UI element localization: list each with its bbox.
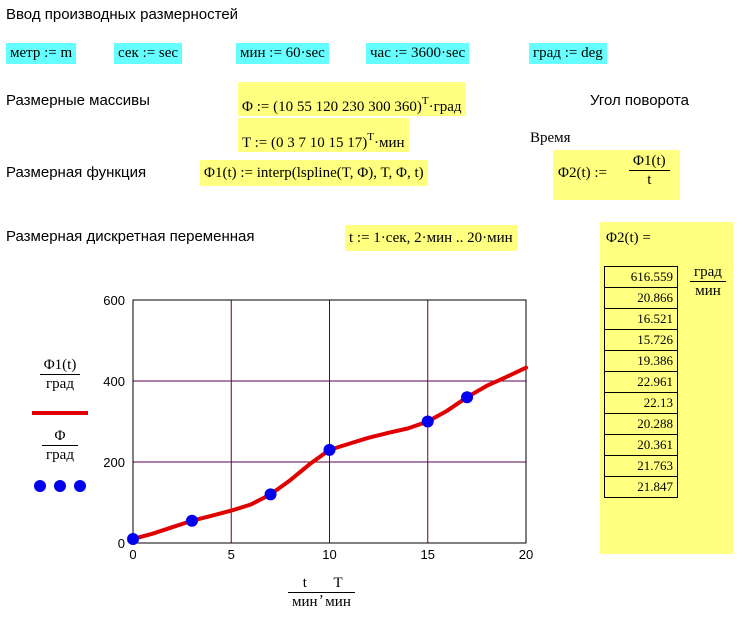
legend-points: Φ град	[30, 428, 90, 464]
phi2-result-table: 616.559 20.866 16.521 15.726 19.386 22.961 22.…	[604, 266, 678, 498]
result-cell: 16.521	[604, 308, 678, 330]
phi2-result-region[interactable]: Φ2(t) = 616.559 20.866 16.521 15.726 19.386 2…	[600, 222, 733, 554]
def-minute[interactable]: мин := 60·sec	[236, 43, 329, 64]
legend-curve-numerator: Φ1(t)	[43, 357, 77, 373]
result-row: 22.961	[604, 371, 678, 393]
result-row: 20.361	[604, 434, 678, 456]
def-second[interactable]: сек := sec	[114, 43, 183, 64]
result-row: 20.866	[604, 287, 678, 309]
phi-data-point	[323, 443, 336, 456]
phi-data-point	[461, 391, 474, 404]
phi2-denominator: t	[629, 170, 670, 189]
result-row: 22.13	[604, 392, 678, 414]
def-degree[interactable]: град := deg	[529, 43, 607, 64]
range-variable-definition[interactable]: t := 1·сек, 2·мин .. 20·мин	[345, 225, 517, 251]
time-unit: ·мин	[374, 135, 405, 151]
phi-data-point	[185, 514, 198, 527]
result-row: 21.763	[604, 455, 678, 477]
x-label-t-denominator: мин	[288, 592, 322, 611]
x-label-t: t мин	[288, 575, 322, 611]
x-label-T-numerator: T	[333, 575, 343, 591]
label-arrays: Размерные массивы	[6, 92, 150, 109]
legend-point-2	[54, 480, 66, 492]
phi-data-point	[421, 415, 434, 428]
x-label-T: T мин	[321, 575, 355, 611]
legend-points-numerator: Φ	[54, 428, 66, 444]
x-tick-label: 5	[228, 547, 235, 562]
phi1-function-definition[interactable]: Φ1(t) := interp(lspline(T, Φ), T, Φ, t)	[200, 160, 428, 186]
legend-curve-swatch	[32, 411, 88, 415]
result-cell: 616.559	[604, 266, 678, 288]
y-tick-label: 0	[118, 536, 125, 551]
legend-curve-denominator: град	[39, 374, 81, 393]
result-cell: 20.361	[604, 434, 678, 456]
result-row: 15.726	[604, 329, 678, 351]
comment-rotation-angle: Угол поворота	[590, 92, 689, 109]
phi2-result-lhs: Φ2(t) =	[606, 230, 651, 246]
time-array-definition[interactable]: T := (0 3 7 10 15 17)T·мин	[238, 118, 409, 152]
legend-point-3	[74, 480, 86, 492]
result-row: 16.521	[604, 308, 678, 330]
plot-frame	[132, 299, 527, 544]
x-axis-label: t мин , T мин	[288, 575, 355, 611]
result-row: 20.288	[604, 413, 678, 435]
result-cell: 22.961	[604, 371, 678, 393]
result-row: 616.559	[604, 266, 678, 288]
result-cell: 15.726	[604, 329, 678, 351]
x-label-t-numerator: t	[302, 575, 307, 591]
result-cell: 20.288	[604, 413, 678, 435]
def-meter[interactable]: метр := m	[6, 43, 77, 64]
legend-point-1	[34, 480, 46, 492]
result-unit-denominator: мин	[690, 281, 726, 300]
phi-transpose-mark: T	[421, 95, 429, 107]
phi-array-expression: Φ := (10 55 120 230 300 360)	[242, 99, 422, 115]
y-tick-label: 400	[103, 374, 125, 389]
x-tick-label: 0	[129, 547, 136, 562]
legend-points-swatch	[34, 480, 86, 492]
result-cell: 21.847	[604, 476, 678, 498]
section-title-derived-units: Ввод производных размерностей	[6, 6, 239, 23]
phi2-result-unit: град мин	[690, 264, 726, 300]
phi-data-point	[127, 532, 139, 545]
result-row: 21.847	[604, 476, 678, 498]
x-tick-label: 10	[322, 547, 336, 562]
legend-points-label: Φ град	[42, 428, 78, 464]
comment-time: Время	[530, 130, 571, 146]
x-label-T-denominator: мин	[321, 592, 355, 611]
label-dimensional-function: Размерная функция	[6, 164, 147, 181]
result-cell: 20.866	[604, 287, 678, 309]
result-cell: 21.763	[604, 455, 678, 477]
x-tick-label: 20	[519, 547, 533, 562]
phi2-lhs: Φ2(t) :=	[558, 165, 607, 181]
result-unit-numerator: град	[694, 264, 722, 280]
y-tick-label: 600	[103, 293, 125, 308]
phi-unit: ·град	[428, 99, 462, 115]
legend-points-denominator: град	[42, 445, 78, 464]
y-tick-label: 200	[103, 455, 125, 470]
x-tick-label: 15	[421, 547, 435, 562]
legend-curve: Φ1(t) град	[30, 357, 90, 393]
phi2-function-definition[interactable]: Φ2(t) := Φ1(t) t	[553, 150, 680, 200]
label-discrete-variable: Размерная дискретная переменная	[6, 228, 255, 245]
time-transpose-mark: T	[367, 131, 374, 143]
phi-data-point	[264, 488, 277, 501]
def-hour[interactable]: час := 3600·sec	[366, 43, 470, 64]
time-array-expression: T := (0 3 7 10 15 17)	[242, 135, 368, 151]
phi-array-definition[interactable]: Φ := (10 55 120 230 300 360)T·град	[238, 82, 466, 116]
result-cell: 22.13	[604, 392, 678, 414]
phi2-fraction: Φ1(t) t	[629, 153, 670, 189]
legend-curve-label: Φ1(t) град	[39, 357, 81, 393]
phi2-numerator: Φ1(t)	[633, 153, 666, 169]
